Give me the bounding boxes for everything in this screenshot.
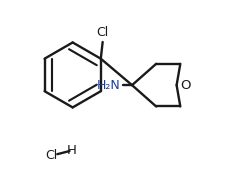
Text: H₂N: H₂N [97, 79, 121, 92]
Text: H: H [67, 144, 77, 157]
Text: Cl: Cl [45, 149, 57, 162]
Text: Cl: Cl [96, 26, 109, 39]
Text: O: O [181, 79, 191, 92]
